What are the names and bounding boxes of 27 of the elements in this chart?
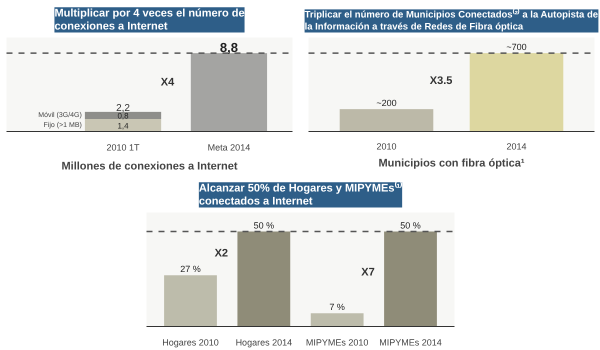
- annotation: X3.5: [430, 75, 452, 88]
- x-tick-label: Meta 2014: [208, 142, 250, 152]
- data-label: ~200: [376, 98, 397, 108]
- x-tick-label: 2010: [376, 142, 397, 152]
- data-label: ~700: [506, 42, 527, 52]
- x-tick-label: Hogares 2014: [236, 338, 292, 348]
- data-label: 27 %: [180, 264, 201, 274]
- x-axis-title: Millones de conexiones a Internet: [61, 160, 238, 172]
- data-label: 50 %: [400, 220, 421, 230]
- chart-title: Alcanzar 50% de Hogares y MIPYMEs⁽¹⁾ conectados a Internet: [198, 180, 404, 208]
- chart-title: Multiplicar por 4 veces el número de conexiones a Internet: [54, 7, 245, 32]
- x-axis-title: Municipios con fibra óptica¹: [378, 158, 525, 170]
- x-tick-label: MIPYMEs 2014: [379, 338, 442, 348]
- data-label: 0,8: [117, 111, 130, 120]
- data-label: 8,8: [220, 40, 238, 56]
- x-tick-label: Hogares 2010: [162, 338, 219, 348]
- total-label: 2,2: [116, 102, 130, 114]
- x-tick-label: MIPYMEs 2010: [306, 338, 368, 348]
- chart-title: Triplicar el número de Municipios Conectados⁽²⁾ a la Autopista de la Información a través de Redes de Fibra óptica: [304, 8, 598, 32]
- data-label: 50 %: [254, 220, 274, 230]
- annotation: X4: [160, 76, 176, 89]
- annotation: X7: [361, 266, 375, 278]
- data-label: 7 %: [329, 302, 345, 312]
- x-tick-label: 2014: [506, 142, 527, 152]
- annotation: X2: [214, 247, 228, 260]
- x-tick-label: 2010 1T: [106, 142, 140, 152]
- data-label: 1,4: [117, 121, 130, 130]
